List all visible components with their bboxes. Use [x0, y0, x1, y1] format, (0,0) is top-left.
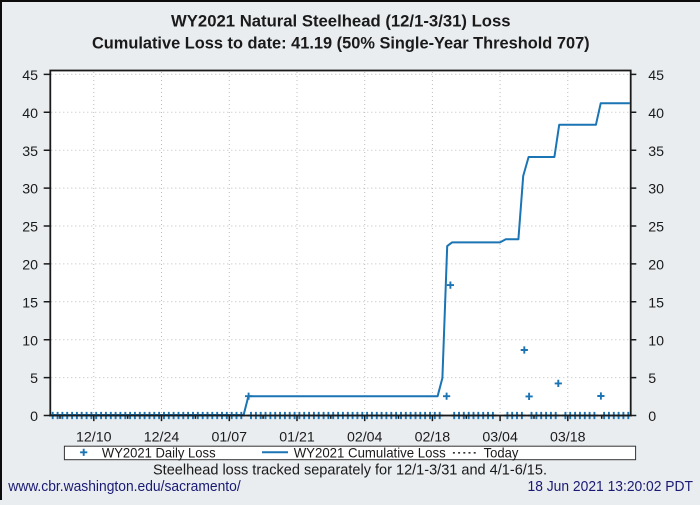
- svg-text:40: 40: [22, 106, 38, 122]
- svg-text:Cumulative Loss to date: 41.19: Cumulative Loss to date: 41.19 (50% Sing…: [92, 34, 590, 53]
- svg-text:01/21: 01/21: [279, 429, 315, 445]
- svg-text:12/24: 12/24: [144, 429, 180, 445]
- svg-text:18 Jun 2021 13:20:02 PDT: 18 Jun 2021 13:20:02 PDT: [528, 478, 694, 495]
- svg-text:5: 5: [30, 371, 38, 387]
- svg-text:30: 30: [648, 182, 664, 198]
- svg-text:20: 20: [22, 258, 38, 274]
- svg-text:35: 35: [22, 144, 38, 160]
- svg-text:0: 0: [30, 409, 38, 425]
- svg-text:15: 15: [648, 295, 664, 311]
- svg-text:WY2021 Cumulative Loss: WY2021 Cumulative Loss: [294, 446, 446, 461]
- svg-text:40: 40: [648, 106, 664, 122]
- svg-text:5: 5: [648, 371, 656, 387]
- svg-text:Steelhead loss tracked separat: Steelhead loss tracked separately for 12…: [153, 463, 547, 479]
- svg-text:10: 10: [22, 333, 38, 349]
- svg-text:10: 10: [648, 333, 664, 349]
- svg-text:30: 30: [22, 182, 38, 198]
- svg-text:02/18: 02/18: [415, 429, 451, 445]
- svg-text:15: 15: [22, 295, 38, 311]
- svg-text:20: 20: [648, 258, 664, 274]
- svg-text:03/18: 03/18: [550, 429, 586, 445]
- svg-text:0: 0: [648, 409, 656, 425]
- svg-text:02/04: 02/04: [347, 429, 383, 445]
- svg-text:WY2021 Natural Steelhead (12/1: WY2021 Natural Steelhead (12/1-3/31) Los…: [171, 12, 511, 31]
- svg-text:45: 45: [648, 68, 664, 84]
- svg-text:WY2021 Daily Loss: WY2021 Daily Loss: [102, 446, 216, 461]
- svg-text:35: 35: [648, 144, 664, 160]
- svg-text:01/07: 01/07: [212, 429, 248, 445]
- svg-text:25: 25: [648, 220, 664, 236]
- svg-text:45: 45: [22, 68, 38, 84]
- svg-text:03/04: 03/04: [482, 429, 518, 445]
- svg-text:Today: Today: [484, 446, 519, 461]
- svg-text:www.cbr.washington.edu/sacrame: www.cbr.washington.edu/sacramento/: [7, 478, 241, 495]
- svg-text:25: 25: [22, 220, 38, 236]
- svg-text:12/10: 12/10: [76, 429, 112, 445]
